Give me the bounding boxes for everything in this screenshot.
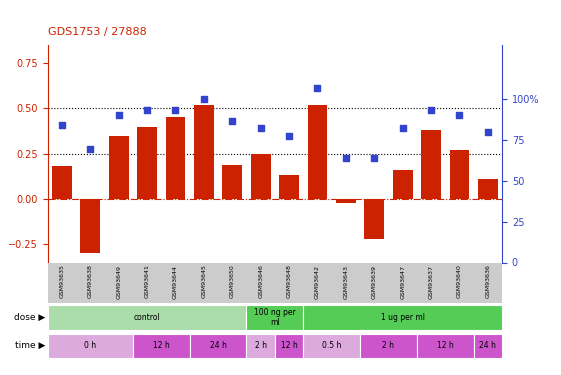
- Bar: [449, 150, 470, 199]
- Text: 2 h: 2 h: [255, 341, 266, 350]
- Text: GSM93643: GSM93643: [343, 264, 348, 298]
- Text: GSM93637: GSM93637: [429, 264, 434, 298]
- Bar: [48, 306, 246, 330]
- Text: GSM93645: GSM93645: [201, 264, 206, 298]
- Bar: [478, 179, 498, 199]
- Bar: [307, 105, 328, 199]
- Text: GSM93644: GSM93644: [173, 264, 178, 298]
- Text: dose ▶: dose ▶: [13, 313, 45, 322]
- Point: [284, 134, 293, 140]
- Text: time ▶: time ▶: [15, 341, 45, 350]
- Bar: [137, 126, 157, 199]
- Bar: [222, 165, 242, 199]
- Bar: [80, 199, 100, 254]
- Point: [86, 146, 95, 152]
- Text: GSM93636: GSM93636: [485, 264, 490, 298]
- Point: [228, 118, 237, 124]
- Point: [398, 124, 407, 130]
- Bar: [393, 170, 413, 199]
- Bar: [251, 154, 270, 199]
- Text: GSM93649: GSM93649: [116, 264, 121, 298]
- Bar: [109, 136, 128, 199]
- Text: 100 ng per
ml: 100 ng per ml: [254, 308, 296, 327]
- Bar: [360, 334, 417, 358]
- Bar: [364, 199, 384, 239]
- Bar: [133, 334, 190, 358]
- Text: GSM93638: GSM93638: [88, 264, 93, 298]
- Text: GSM93641: GSM93641: [145, 264, 150, 298]
- Point: [256, 124, 265, 130]
- Bar: [246, 334, 275, 358]
- Bar: [304, 334, 360, 358]
- Point: [171, 107, 180, 113]
- Text: 1 ug per ml: 1 ug per ml: [381, 313, 425, 322]
- Bar: [190, 334, 246, 358]
- Text: GDS1753 / 27888: GDS1753 / 27888: [48, 27, 146, 38]
- Text: GSM93650: GSM93650: [230, 264, 235, 298]
- Bar: [165, 117, 186, 199]
- Text: GSM93648: GSM93648: [287, 264, 292, 298]
- Text: 12 h: 12 h: [153, 341, 169, 350]
- Bar: [417, 334, 473, 358]
- Text: 2 h: 2 h: [383, 341, 394, 350]
- Point: [114, 112, 123, 118]
- Point: [342, 155, 351, 161]
- Text: 12 h: 12 h: [437, 341, 454, 350]
- Bar: [421, 130, 441, 199]
- Bar: [48, 334, 133, 358]
- Text: GSM93642: GSM93642: [315, 264, 320, 298]
- Point: [426, 107, 435, 113]
- Bar: [52, 166, 72, 199]
- Bar: [279, 176, 299, 199]
- Point: [57, 123, 66, 129]
- Text: control: control: [134, 313, 160, 322]
- Text: 12 h: 12 h: [280, 341, 297, 350]
- Text: GSM93639: GSM93639: [372, 264, 377, 298]
- Bar: [336, 199, 356, 202]
- Text: 0.5 h: 0.5 h: [322, 341, 342, 350]
- Text: 24 h: 24 h: [480, 341, 496, 350]
- Point: [484, 129, 493, 135]
- Text: GSM93647: GSM93647: [400, 264, 405, 298]
- Point: [455, 112, 464, 118]
- Bar: [304, 306, 502, 330]
- Bar: [194, 105, 214, 199]
- Point: [142, 107, 151, 113]
- Text: 24 h: 24 h: [210, 341, 227, 350]
- Bar: [246, 306, 304, 330]
- Text: GSM93635: GSM93635: [59, 264, 65, 298]
- Point: [313, 86, 322, 92]
- Point: [370, 155, 379, 161]
- Bar: [473, 334, 502, 358]
- Text: 0 h: 0 h: [84, 341, 96, 350]
- Bar: [275, 334, 304, 358]
- Text: GSM93640: GSM93640: [457, 264, 462, 298]
- Text: GSM93646: GSM93646: [258, 264, 263, 298]
- Point: [199, 96, 208, 102]
